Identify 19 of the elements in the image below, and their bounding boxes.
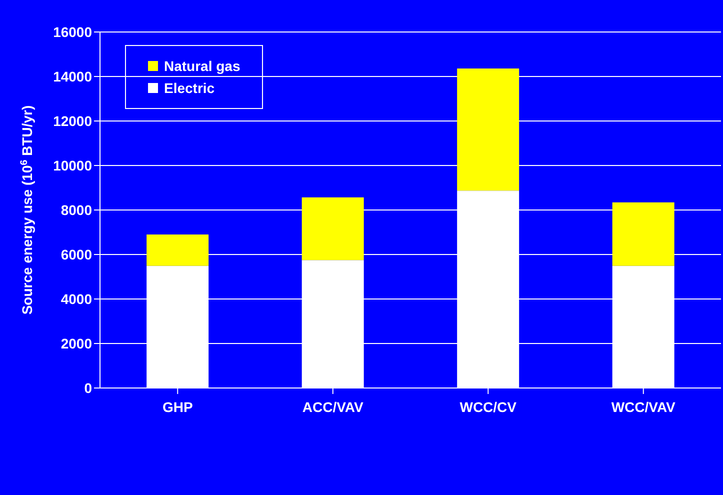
y-tick-label: 14000 xyxy=(53,68,92,84)
y-tick-label: 0 xyxy=(84,380,92,396)
x-tick-label: WCC/CV xyxy=(460,398,518,415)
legend-label: Natural gas xyxy=(164,58,240,74)
y-tick-label: 16000 xyxy=(53,24,92,40)
bar xyxy=(457,68,520,191)
y-tick-label: 8000 xyxy=(60,202,92,218)
y-tick-label: 2000 xyxy=(60,335,92,352)
legend-label: Electric xyxy=(164,80,215,96)
y-tick-label: 12000 xyxy=(53,112,92,129)
bar xyxy=(302,197,364,260)
y-tick-label: 10000 xyxy=(53,157,92,174)
x-tick-label: WCC/VAV xyxy=(611,398,676,415)
bar xyxy=(146,234,209,266)
x-tick-label: GHP xyxy=(162,398,193,415)
y-tick-label: 4000 xyxy=(60,290,92,307)
x-tick-label: ACC/VAV xyxy=(302,398,364,415)
y-tick-label: 6000 xyxy=(60,246,92,262)
bar xyxy=(612,202,674,266)
